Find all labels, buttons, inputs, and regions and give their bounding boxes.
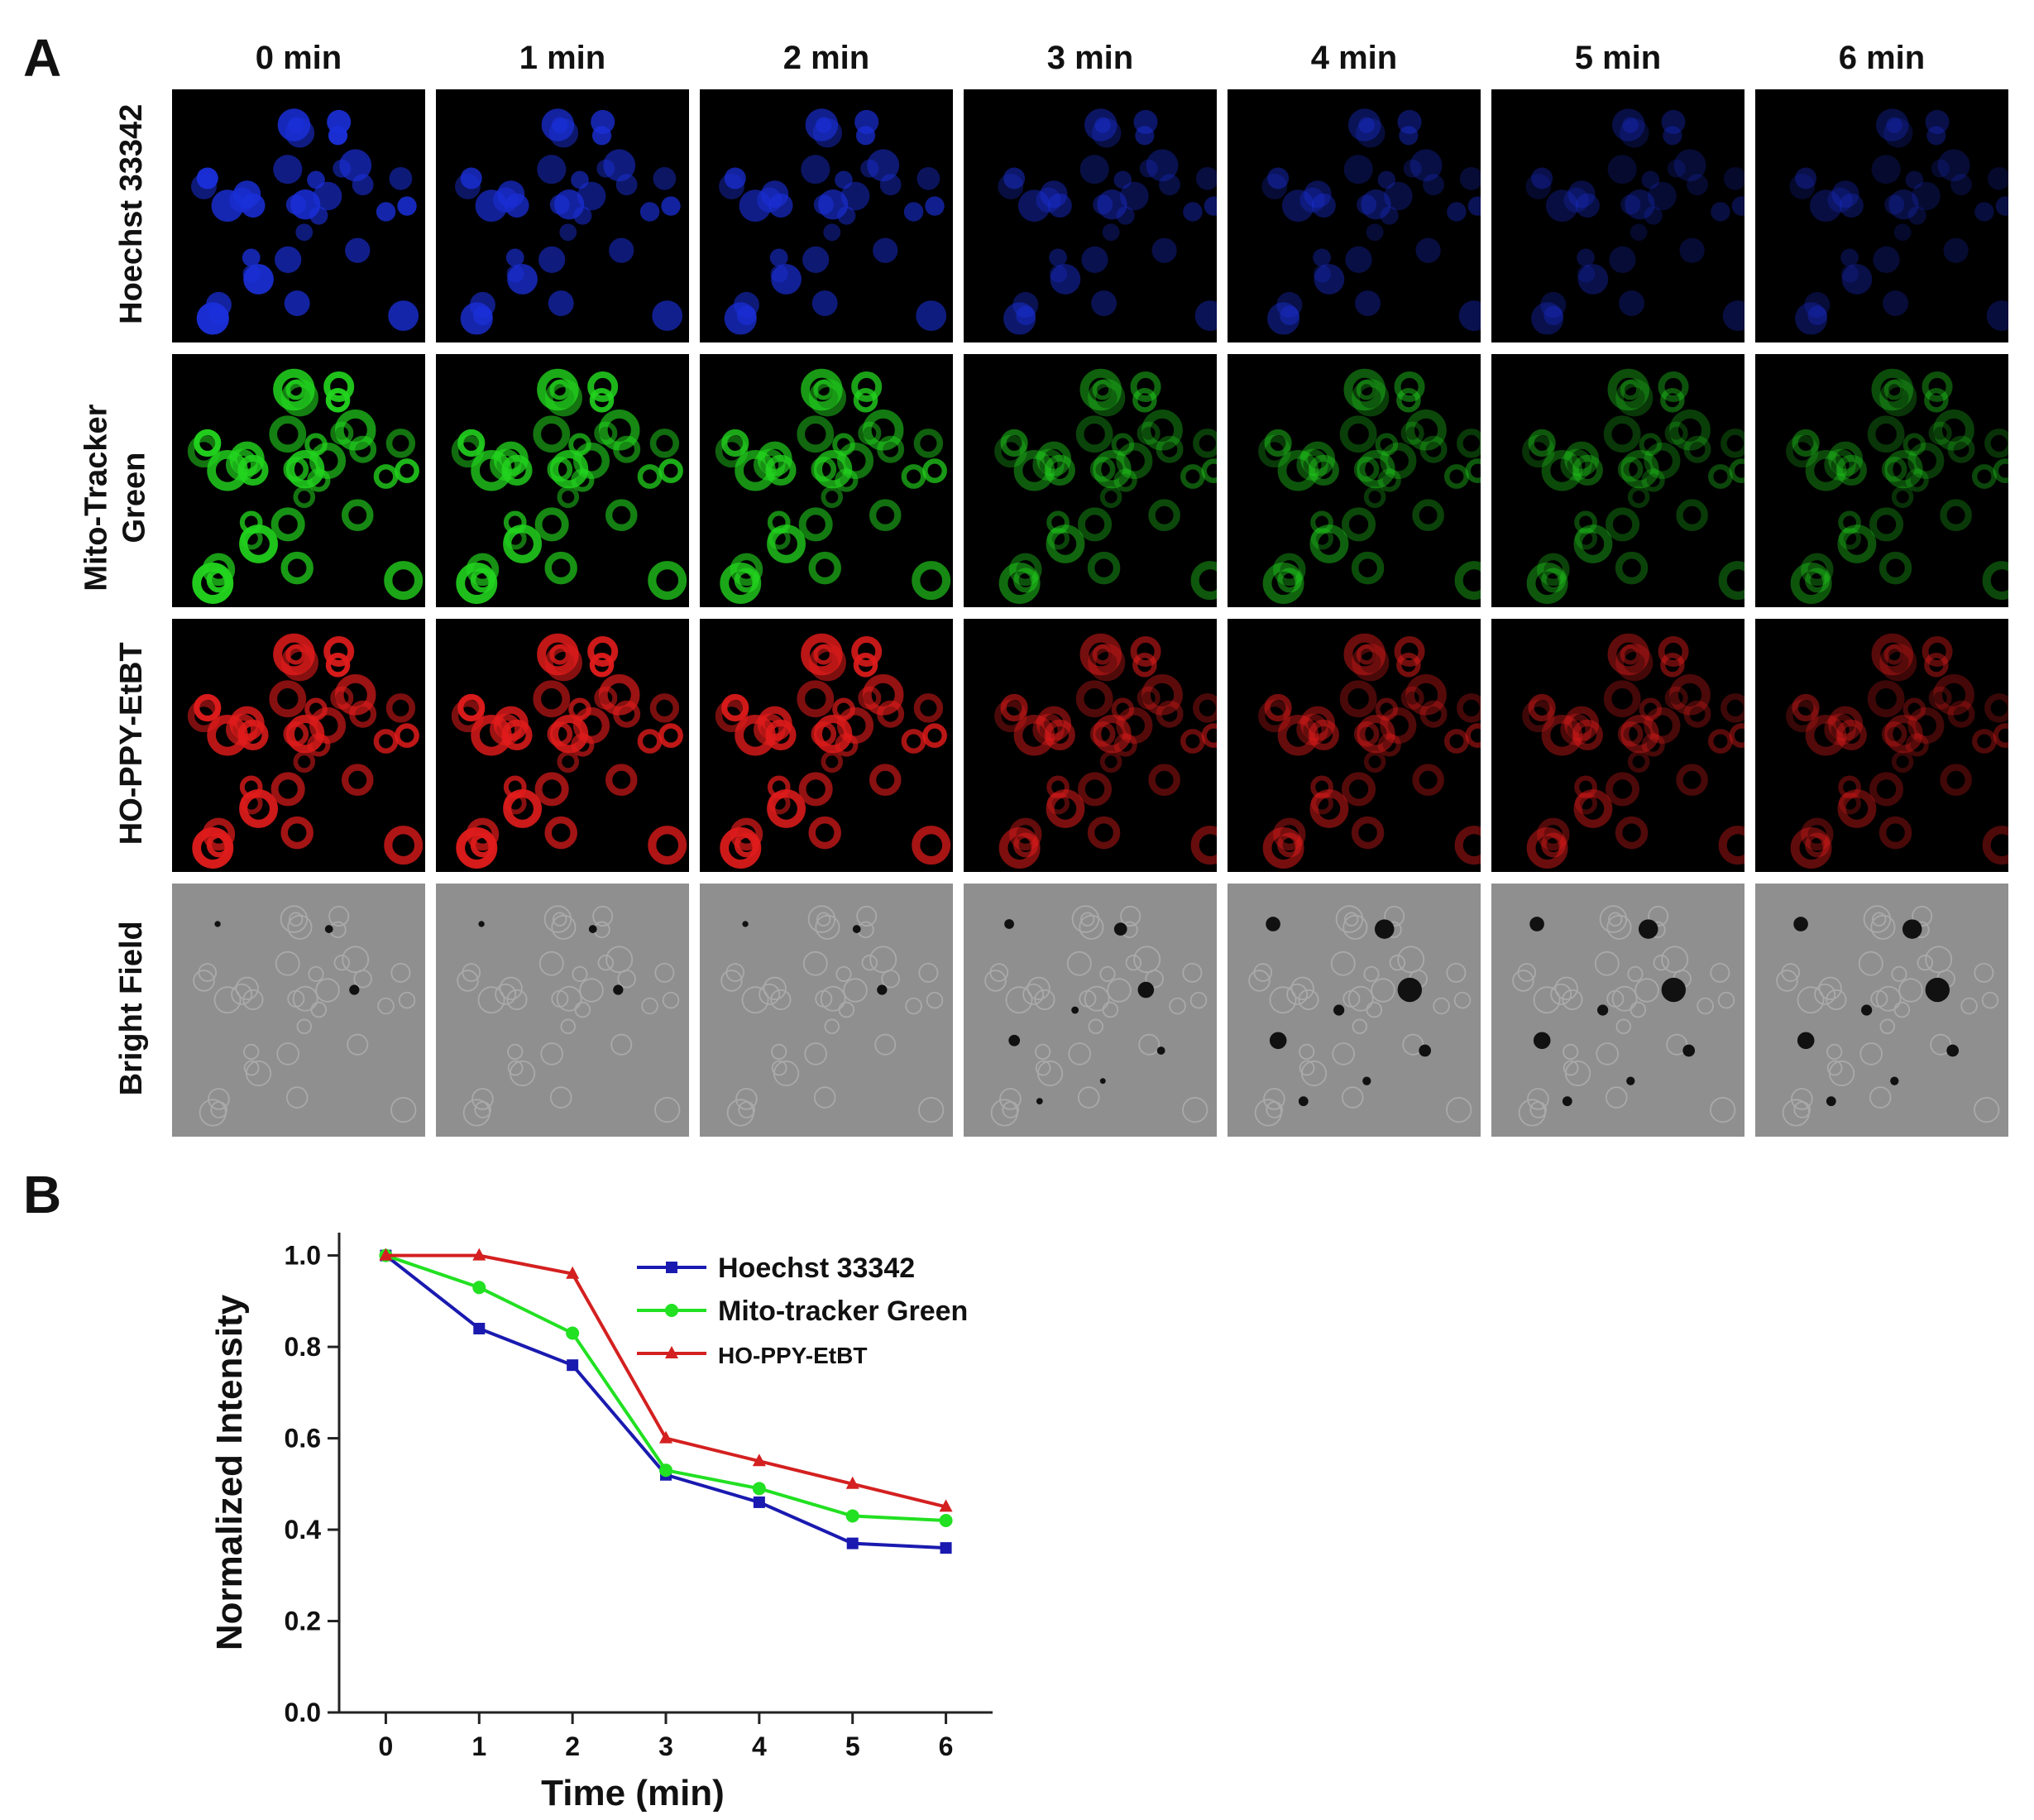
row-label: Mito-Tracker Green — [79, 404, 151, 592]
brightfield-image — [172, 884, 425, 1137]
time-label: 1 min — [519, 40, 606, 76]
y-tick-label: 0.8 — [285, 1332, 321, 1362]
fluorescence-image — [172, 619, 425, 872]
time-label: 4 min — [1310, 40, 1398, 76]
data-point — [379, 1248, 393, 1261]
y-tick-label: 0.6 — [285, 1424, 321, 1454]
data-point — [472, 1248, 486, 1261]
time-label: 3 min — [1046, 40, 1134, 76]
brightfield-image — [1755, 884, 2008, 1137]
fluorescence-image — [1755, 89, 2008, 342]
x-tick-label: 3 — [658, 1731, 673, 1761]
data-point — [752, 1454, 766, 1467]
panel-b-letter: B — [23, 1165, 62, 1224]
y-tick-label: 0.4 — [285, 1515, 322, 1545]
legend-marker — [666, 1262, 677, 1273]
x-tick-label: 4 — [752, 1731, 767, 1761]
fluorescence-image — [436, 619, 689, 872]
fluorescence-image — [1491, 619, 1744, 872]
brightfield-image — [700, 884, 953, 1137]
fluorescence-image — [964, 354, 1217, 607]
data-point — [940, 1542, 952, 1554]
legend-marker — [665, 1346, 678, 1358]
y-tick-label: 1.0 — [285, 1241, 321, 1271]
legend-label: Mito-tracker Green — [718, 1296, 968, 1327]
data-point — [845, 1476, 859, 1489]
y-tick-label: 0.2 — [285, 1607, 321, 1636]
data-point — [846, 1537, 859, 1549]
fluorescence-image — [1228, 354, 1481, 607]
legend-label: HO-PPY-EtBT — [718, 1343, 867, 1368]
fluorescence-image — [1755, 354, 2008, 607]
fluorescence-image — [1755, 619, 2008, 872]
data-point — [566, 1266, 580, 1279]
fluorescence-image — [172, 89, 425, 342]
fluorescence-image — [700, 619, 953, 872]
brightfield-image — [1491, 884, 1744, 1137]
x-tick-label: 1 — [471, 1731, 486, 1761]
data-point — [473, 1323, 486, 1334]
x-tick-label: 5 — [845, 1731, 860, 1761]
fluorescence-image — [1491, 354, 1744, 607]
data-point — [753, 1496, 765, 1508]
data-point — [567, 1359, 579, 1372]
panel-a-letter: A — [23, 28, 62, 88]
fluorescence-image — [436, 354, 689, 607]
data-point — [659, 1430, 672, 1444]
fluorescence-image — [700, 354, 953, 607]
row-label: Bright Field — [114, 921, 150, 1096]
fluorescence-image — [172, 354, 425, 607]
x-tick-label: 2 — [565, 1731, 580, 1761]
row-label: HO-PPY-EtBT — [114, 642, 150, 845]
fluorescence-image — [1228, 89, 1481, 342]
fluorescence-image — [1491, 89, 1744, 342]
data-point — [472, 1281, 486, 1295]
fluorescence-image — [700, 89, 953, 342]
time-label: 0 min — [255, 40, 342, 76]
data-point — [752, 1482, 766, 1496]
brightfield-image — [1228, 884, 1481, 1137]
time-label: 5 min — [1574, 40, 1662, 76]
data-point — [566, 1326, 580, 1340]
legend-marker — [665, 1304, 678, 1317]
y-axis-title: Normalized Intensity — [209, 1294, 250, 1650]
fluorescence-image — [436, 89, 689, 342]
time-label: 2 min — [782, 40, 870, 76]
x-tick-label: 0 — [379, 1731, 394, 1761]
legend-label: Hoechst 33342 — [718, 1252, 915, 1284]
x-axis-title: Time (min) — [541, 1773, 725, 1812]
intensity-line-chart: 0 1 2 3 4 5 6 0.0 0.2 0.4 0.6 0.8 1.0 Time (min) Norma… — [209, 1233, 993, 1812]
x-tick-label: 6 — [939, 1731, 954, 1761]
brightfield-image — [964, 884, 1217, 1137]
fluorescence-image — [964, 89, 1217, 342]
brightfield-image — [436, 884, 689, 1137]
time-label: 6 min — [1838, 40, 1926, 76]
data-point — [939, 1514, 953, 1527]
data-point — [845, 1509, 859, 1523]
y-tick-label: 0.0 — [285, 1698, 321, 1727]
data-point — [939, 1499, 953, 1512]
fluorescence-image — [964, 619, 1217, 872]
data-point — [659, 1463, 672, 1478]
fluorescence-image — [1228, 619, 1481, 872]
row-label: Hoechst 33342 — [114, 103, 150, 324]
